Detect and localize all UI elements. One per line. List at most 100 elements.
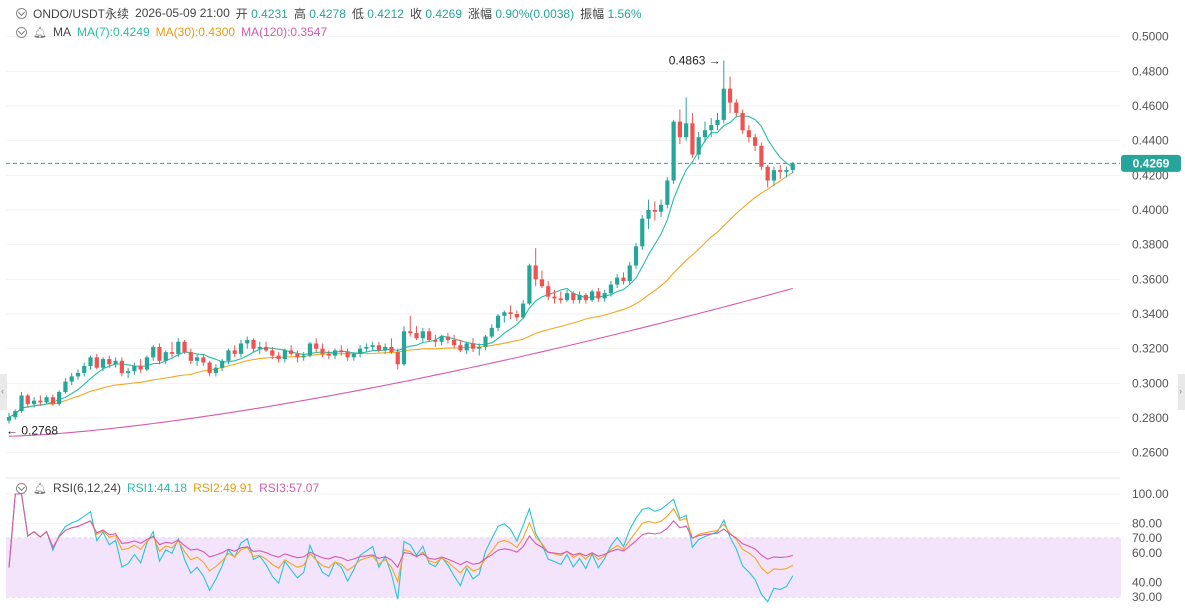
- candle-body: [640, 218, 645, 247]
- candle: [339, 345, 344, 356]
- price-axis-label: 0.3800: [1132, 238, 1169, 252]
- candle: [163, 350, 168, 365]
- ma30-value: MA(30):0.4300: [155, 25, 236, 39]
- candle: [132, 362, 137, 375]
- rsi1-line: [8, 493, 794, 603]
- candle-body: [270, 350, 275, 356]
- scroll-right-handle[interactable]: ›: [1178, 374, 1185, 410]
- candle-body: [665, 180, 670, 205]
- candle: [489, 324, 494, 339]
- candle: [75, 369, 81, 380]
- candle: [351, 352, 356, 361]
- candle: [395, 348, 400, 370]
- current-price-tag-bg: [1121, 154, 1181, 172]
- candle-body: [132, 366, 137, 372]
- candle-body: [621, 277, 626, 282]
- candle-body: [546, 286, 551, 297]
- candle: [188, 348, 193, 365]
- candle-body: [778, 170, 783, 172]
- candle: [590, 289, 595, 302]
- collapse-chevron-icon[interactable]: [16, 7, 27, 19]
- candle-body: [615, 277, 620, 285]
- alert-bell-icon[interactable]: 🔔︎: [33, 26, 47, 39]
- price-axis-label: 0.3200: [1132, 342, 1169, 356]
- candle-body: [477, 346, 482, 349]
- rsi3-value: RSI3:57.07: [259, 481, 320, 495]
- candle-body: [784, 169, 789, 172]
- candle-body: [690, 123, 695, 155]
- candle-body: [646, 210, 651, 219]
- candle-body: [301, 355, 306, 358]
- candle: [665, 177, 670, 209]
- candle-body: [571, 293, 576, 301]
- candle-body: [169, 352, 175, 354]
- collapse-chevron-icon[interactable]: [16, 26, 27, 38]
- candle: [514, 310, 519, 321]
- candle: [314, 338, 319, 353]
- candle: [169, 341, 175, 358]
- candle: [326, 350, 331, 360]
- candle: [439, 334, 444, 346]
- candle: [38, 395, 43, 406]
- rsi-axis-label: 100.00: [1132, 487, 1169, 501]
- candles-layer: [6, 60, 795, 424]
- price-axis-label: 0.3600: [1132, 272, 1169, 286]
- candle: [144, 355, 150, 372]
- candle-body: [82, 366, 87, 373]
- candle: [151, 345, 156, 361]
- candle: [677, 109, 682, 145]
- candle: [684, 97, 689, 141]
- collapse-chevron-icon[interactable]: [16, 482, 27, 494]
- candle: [627, 262, 632, 285]
- candle-body: [684, 123, 689, 138]
- candle: [746, 125, 751, 143]
- candle-body: [245, 340, 250, 344]
- candle: [652, 201, 657, 221]
- rsi-band: [6, 538, 1121, 597]
- candle-body: [734, 102, 739, 113]
- candle-body: [88, 357, 93, 366]
- candle: [420, 327, 425, 342]
- candle-body: [257, 346, 262, 349]
- candle-body: [383, 346, 388, 351]
- rsi-axis-label: 30.00: [1132, 590, 1162, 604]
- symbol-label: ONDO/USDT永续: [33, 6, 130, 21]
- candle: [307, 341, 313, 358]
- candle-body: [677, 121, 682, 138]
- candle: [552, 289, 557, 304]
- candle: [57, 390, 62, 406]
- candle-body: [658, 204, 664, 212]
- candle: [433, 334, 438, 347]
- candle-body: [263, 346, 269, 351]
- candle-body: [452, 340, 457, 346]
- candle-body: [671, 121, 676, 181]
- candle: [138, 359, 143, 373]
- candle: [232, 345, 237, 358]
- candle-body: [577, 294, 582, 301]
- candle: [195, 353, 200, 366]
- rsi-legend: 🔔︎ RSI(6,12,24) RSI1:44.18 RSI2:49.91 RS…: [16, 480, 319, 496]
- candle: [508, 305, 513, 320]
- candle-body: [696, 137, 701, 155]
- chart-grid: [6, 36, 1120, 598]
- candle-body: [19, 395, 24, 412]
- candle-body: [351, 353, 356, 358]
- candle-body: [332, 350, 338, 356]
- scroll-left-handle[interactable]: ‹: [0, 374, 7, 410]
- candle-body: [307, 343, 313, 356]
- candle-body: [753, 137, 758, 146]
- candle: [332, 348, 338, 360]
- alert-bell-icon[interactable]: 🔔︎: [33, 482, 47, 495]
- candle: [257, 341, 262, 354]
- ma-legend: 🔔︎ MA MA(7):0.4249 MA(30):0.4300 MA(120)…: [16, 24, 327, 40]
- datetime-label: 2026-05-09 21:00: [135, 6, 230, 20]
- candle-body: [508, 312, 513, 314]
- candle-body: [188, 352, 193, 361]
- candle-body: [182, 341, 187, 353]
- price-axis-label: 0.4000: [1132, 203, 1169, 217]
- candle: [119, 357, 124, 377]
- candle: [539, 270, 545, 288]
- candle-body: [558, 298, 563, 301]
- candle-body: [633, 246, 639, 266]
